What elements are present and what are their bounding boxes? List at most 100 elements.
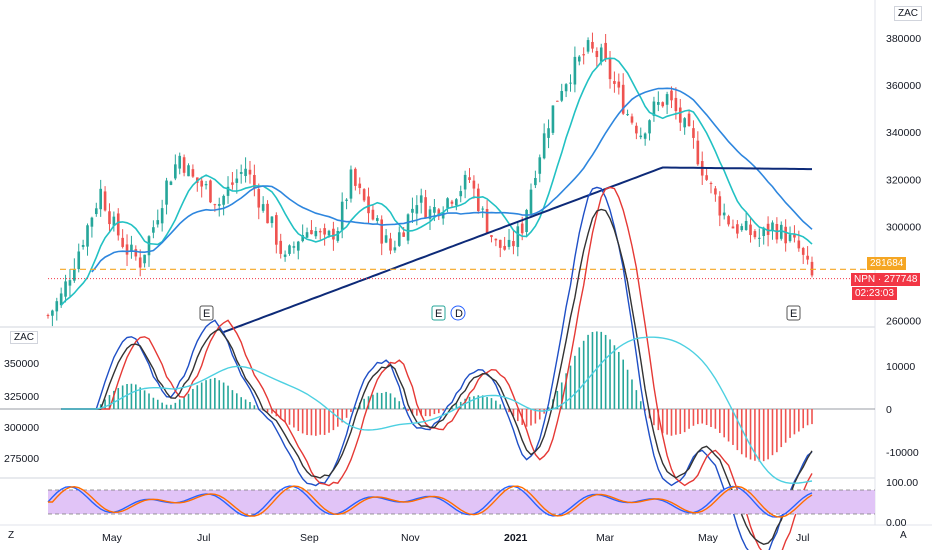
candle-body bbox=[209, 180, 212, 203]
candle-body bbox=[630, 116, 634, 123]
candle-body bbox=[393, 247, 397, 251]
currency-badge[interactable]: ZAC bbox=[894, 6, 922, 21]
event-marker-label[interactable]: E bbox=[790, 308, 797, 320]
candle-body bbox=[349, 169, 353, 199]
candle-body bbox=[643, 133, 647, 139]
orange-level-label: 281684 bbox=[867, 257, 907, 270]
auto-scale-button[interactable]: A bbox=[900, 530, 907, 541]
oscillator-red-line bbox=[61, 186, 813, 555]
candle-body bbox=[705, 175, 708, 180]
candle-body bbox=[147, 236, 151, 256]
candle-body bbox=[362, 189, 366, 201]
event-marker[interactable] bbox=[431, 305, 446, 321]
candle-body bbox=[525, 209, 528, 233]
candle-body bbox=[200, 180, 203, 187]
slow-moving-average-line bbox=[223, 166, 812, 334]
candle-body bbox=[639, 135, 643, 138]
event-marker-label[interactable]: E bbox=[203, 308, 210, 320]
candle-body bbox=[81, 244, 85, 247]
candle-body bbox=[788, 234, 792, 242]
candle-body bbox=[187, 165, 190, 177]
price-tick-label: 260000 bbox=[886, 315, 921, 327]
candle-body bbox=[204, 184, 208, 186]
candle-body bbox=[59, 293, 63, 306]
candle-body bbox=[217, 204, 221, 206]
candle-body bbox=[520, 223, 524, 234]
candle-body bbox=[481, 208, 484, 210]
candle-body bbox=[455, 199, 458, 206]
oscillator-right-tick: -10000 bbox=[886, 447, 919, 459]
candle-body bbox=[402, 232, 405, 237]
candle-body bbox=[143, 254, 146, 264]
candle-body bbox=[419, 195, 423, 203]
time-tick-label: Jul bbox=[796, 532, 809, 544]
candle-body bbox=[169, 181, 173, 185]
time-tick-label: May bbox=[102, 532, 123, 544]
candle-body bbox=[428, 209, 432, 219]
candle-body bbox=[547, 128, 550, 138]
oscillator-left-tick: 350000 bbox=[4, 358, 39, 370]
candle-body bbox=[336, 231, 340, 241]
candle-body bbox=[358, 183, 362, 189]
event-marker[interactable] bbox=[786, 305, 801, 321]
countdown-badge: 02:23:03 bbox=[852, 287, 897, 300]
candle-body bbox=[332, 228, 335, 240]
event-marker[interactable] bbox=[450, 305, 466, 321]
candle-body bbox=[604, 42, 607, 60]
candle-body bbox=[613, 81, 616, 84]
candle-body bbox=[103, 191, 107, 211]
candle-body bbox=[125, 244, 129, 255]
medium-moving-average-line bbox=[91, 87, 813, 273]
oscillator-left-tick: 325000 bbox=[4, 391, 39, 403]
candle-body bbox=[248, 169, 252, 175]
candle-body bbox=[94, 208, 98, 215]
candle-body bbox=[156, 220, 160, 225]
timezone-button[interactable]: Z bbox=[8, 530, 15, 541]
oscillator-currency-badge[interactable]: ZAC bbox=[10, 331, 38, 344]
candle-body bbox=[797, 240, 801, 249]
candle-body bbox=[621, 84, 625, 114]
event-marker-label[interactable]: D bbox=[455, 308, 463, 320]
candle-body bbox=[749, 224, 752, 236]
time-tick-label: Jul bbox=[197, 532, 210, 544]
candle-body bbox=[46, 315, 50, 317]
symbol-label: NPN bbox=[854, 274, 876, 285]
candle-body bbox=[740, 226, 744, 231]
fast-moving-average-line bbox=[60, 57, 813, 306]
candle-body bbox=[573, 56, 577, 85]
candle-body bbox=[771, 222, 774, 231]
candle-body bbox=[275, 215, 278, 245]
candle-body bbox=[529, 189, 533, 214]
candle-body bbox=[635, 125, 638, 134]
candle-body bbox=[318, 231, 322, 233]
oscillator-signal-line bbox=[61, 336, 813, 484]
candle-body bbox=[323, 228, 326, 235]
candle-body bbox=[718, 196, 722, 216]
candle-body bbox=[744, 220, 748, 230]
candle-body bbox=[397, 232, 401, 246]
oscillator-pane[interactable] bbox=[0, 186, 875, 555]
candle-body bbox=[516, 226, 520, 247]
event-marker-label[interactable]: E bbox=[435, 308, 442, 320]
candle-body bbox=[415, 205, 419, 214]
candle-body bbox=[687, 113, 691, 127]
candle-body bbox=[380, 219, 384, 244]
event-marker[interactable] bbox=[199, 305, 214, 321]
candle-body bbox=[296, 241, 300, 251]
stochastic-pane[interactable] bbox=[47, 485, 875, 518]
oscillator-right-tick: 10000 bbox=[886, 361, 915, 373]
candle-body bbox=[389, 238, 392, 251]
candle-body bbox=[340, 201, 344, 230]
candle-body bbox=[244, 168, 247, 177]
candle-body bbox=[450, 201, 454, 204]
candle-body bbox=[683, 118, 686, 128]
oscillator-right-tick: 0 bbox=[886, 404, 892, 416]
candle-body bbox=[138, 257, 142, 268]
price-tick-label: 380000 bbox=[886, 33, 921, 45]
candle-body bbox=[793, 234, 796, 238]
candle-body bbox=[182, 157, 186, 173]
candle-body bbox=[108, 211, 111, 225]
candle-body bbox=[692, 128, 695, 138]
